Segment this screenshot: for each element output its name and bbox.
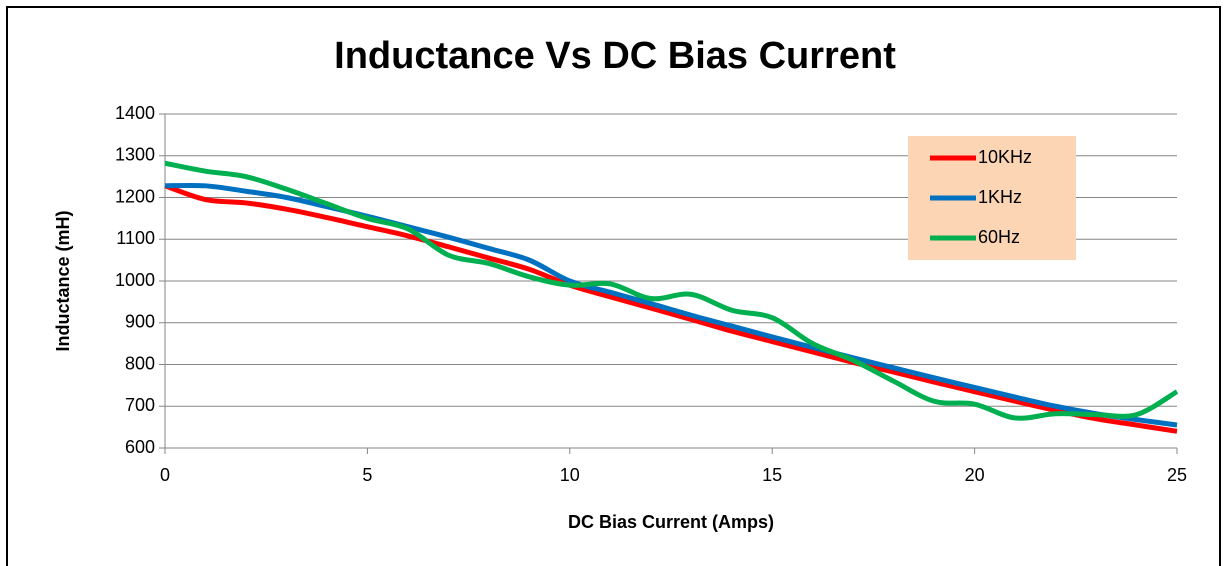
y-tick-label: 1200 bbox=[115, 186, 155, 206]
y-tick-label: 1100 bbox=[116, 228, 155, 248]
x-tick-label: 10 bbox=[560, 465, 580, 485]
legend-label: 1KHz bbox=[978, 187, 1022, 207]
y-tick-label: 700 bbox=[125, 395, 155, 415]
series-line bbox=[164, 160, 1179, 421]
y-tick-label: 1400 bbox=[115, 103, 155, 123]
y-tick-label: 800 bbox=[125, 353, 155, 373]
y-tick-label: 900 bbox=[125, 312, 155, 332]
y-tick-label: 1300 bbox=[115, 145, 155, 165]
series-line bbox=[164, 183, 1178, 434]
x-tick-label: 20 bbox=[965, 465, 985, 485]
x-axis-label: DC Bias Current (Amps) bbox=[568, 512, 774, 532]
chart-title: Inductance Vs DC Bias Current bbox=[334, 35, 896, 77]
legend-label: 10KHz bbox=[978, 147, 1032, 167]
y-tick-label: 600 bbox=[125, 437, 155, 457]
x-tick-label: 25 bbox=[1167, 465, 1187, 485]
x-tick-label: 15 bbox=[762, 465, 782, 485]
x-tick-label: 0 bbox=[160, 465, 170, 485]
y-axis-label: Inductance (mH) bbox=[53, 210, 73, 351]
x-tick-label: 5 bbox=[362, 465, 372, 485]
legend-label: 60Hz bbox=[978, 227, 1020, 247]
y-tick-label: 1000 bbox=[115, 270, 155, 290]
